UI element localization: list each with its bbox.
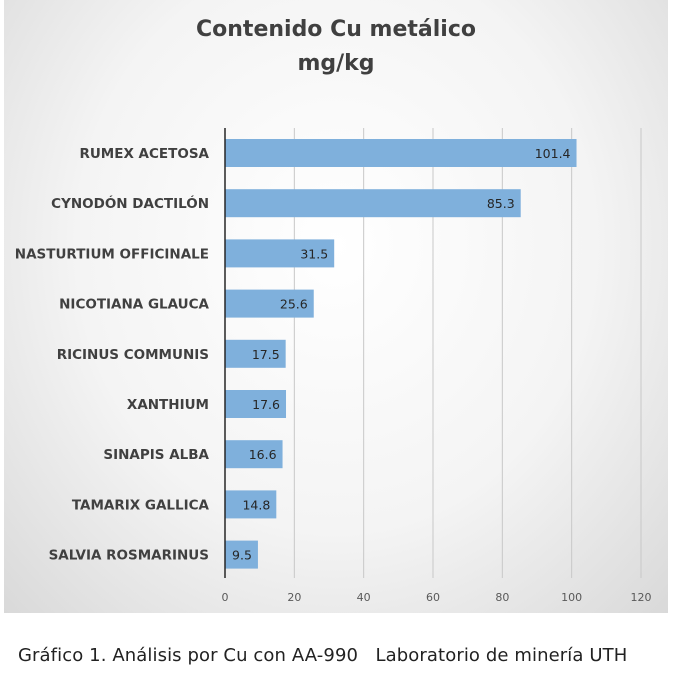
chart-title: Contenido Cu metálico bbox=[196, 17, 476, 42]
bar-value-label: 31.5 bbox=[300, 246, 328, 261]
x-tick-label: 40 bbox=[357, 591, 371, 604]
x-tick-label: 100 bbox=[561, 591, 582, 604]
bar-value-label: 85.3 bbox=[487, 196, 515, 211]
bar bbox=[225, 189, 521, 218]
bar bbox=[225, 339, 286, 368]
bar-value-label: 16.6 bbox=[249, 447, 277, 462]
bar bbox=[225, 390, 287, 418]
x-tick-label: 120 bbox=[631, 591, 652, 604]
chart-panel: Contenido Cu metálico mg/kg 0 20 40 60 80 100… bbox=[4, 0, 668, 613]
bar bbox=[225, 239, 335, 268]
chart-subtitle: mg/kg bbox=[297, 51, 374, 76]
x-tick-label: 80 bbox=[495, 591, 509, 604]
bar-value-label: 17.6 bbox=[252, 397, 280, 412]
category-label: CYNODÓN DACTILÓN bbox=[51, 194, 209, 212]
bar bbox=[225, 540, 258, 569]
bar-chart: Contenido Cu metálico mg/kg 0 20 40 60 80 100… bbox=[15, 17, 652, 604]
category-label: NICOTIANA GLAUCA bbox=[59, 297, 209, 313]
bar-value-label: 101.4 bbox=[535, 146, 571, 161]
category-label: RUMEX ACETOSA bbox=[79, 146, 209, 162]
bar bbox=[225, 139, 577, 167]
x-tick-label: 20 bbox=[287, 591, 301, 604]
category-label: TAMARIX GALLICA bbox=[72, 497, 210, 513]
labels: 0 20 40 60 80 100 120 101.4 RUMEX ACETOSA 85.3 CYN… bbox=[15, 146, 652, 604]
category-label: XANTHIUM bbox=[127, 397, 209, 413]
bars bbox=[225, 139, 577, 569]
bar-value-label: 9.5 bbox=[232, 548, 252, 563]
x-tick-label: 0 bbox=[222, 591, 229, 604]
category-label: NASTURTIUM OFFICINALE bbox=[15, 246, 209, 262]
bar bbox=[225, 490, 277, 519]
figure-caption: Gráfico 1. Análisis por Cu con AA-990 La… bbox=[18, 645, 628, 666]
category-label: SALVIA ROSMARINUS bbox=[49, 548, 209, 564]
bar bbox=[225, 289, 314, 318]
bar-value-label: 25.6 bbox=[280, 297, 308, 312]
bar-value-label: 14.8 bbox=[242, 497, 270, 512]
bar bbox=[225, 440, 283, 469]
bar-value-label: 17.5 bbox=[252, 347, 280, 362]
category-label: RICINUS COMMUNIS bbox=[57, 347, 209, 363]
category-label: SINAPIS ALBA bbox=[103, 447, 209, 463]
x-tick-label: 60 bbox=[426, 591, 440, 604]
